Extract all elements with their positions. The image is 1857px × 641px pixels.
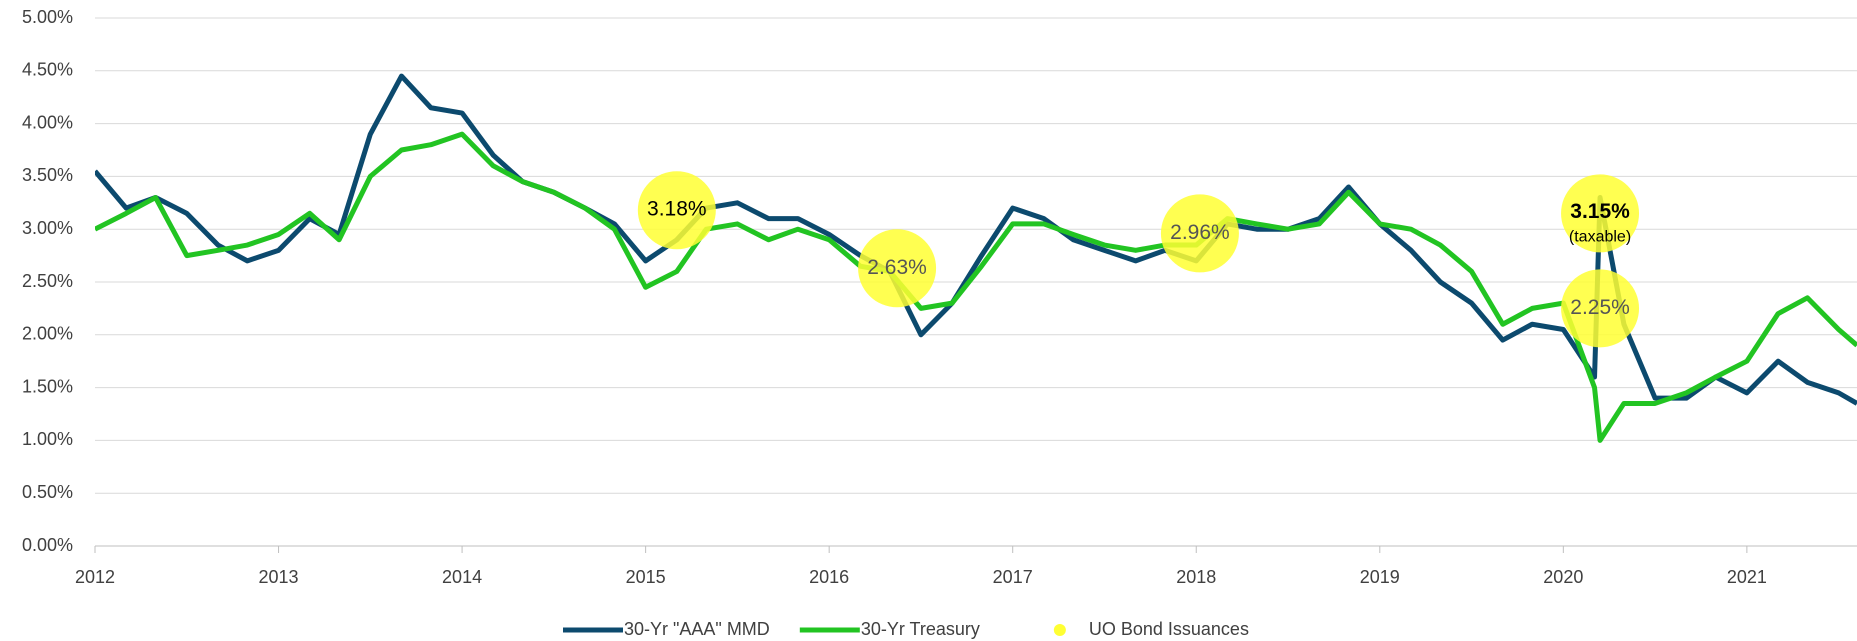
bubble-label: 3.18% (647, 198, 707, 221)
y-tick-label: 4.50% (22, 60, 73, 80)
y-tick-label: 0.50% (22, 482, 73, 502)
y-tick-label: 0.00% (22, 535, 73, 555)
bubble (637, 171, 716, 250)
y-tick-label: 4.00% (22, 112, 73, 132)
x-tick-label: 2017 (993, 567, 1033, 587)
y-tick-label: 2.00% (22, 324, 73, 344)
x-tick-label: 2016 (809, 567, 849, 587)
line-series (95, 131, 1857, 443)
x-tick-label: 2019 (1360, 567, 1400, 587)
legend-label: 30-Yr Treasury (861, 619, 980, 639)
bubble (1561, 174, 1640, 253)
bubble (1160, 194, 1239, 273)
legend-marker (1053, 624, 1066, 636)
y-tick-label: 1.50% (22, 376, 73, 396)
x-tick-label: 2013 (259, 567, 299, 587)
y-tick-label: 3.50% (22, 165, 73, 185)
legend-label: 30-Yr "AAA" MMD (624, 619, 770, 639)
x-tick-label: 2020 (1543, 567, 1583, 587)
bubble-label: 3.15% (1570, 200, 1630, 223)
x-tick-label: 2014 (442, 567, 482, 587)
bubble-label: 2.25% (1570, 296, 1630, 319)
annotation: (taxable) (1569, 229, 1631, 246)
bubble-label: 2.63% (867, 256, 927, 279)
bubble (1561, 269, 1640, 348)
y-tick-label: 1.00% (22, 429, 73, 449)
x-tick-label: 2015 (626, 567, 666, 587)
bubble-label: 2.96% (1170, 221, 1230, 244)
y-tick-label: 3.00% (22, 218, 73, 238)
x-tick-label: 2018 (1176, 567, 1216, 587)
bubble (858, 229, 937, 308)
legend-label: UO Bond Issuances (1089, 619, 1249, 639)
x-tick-label: 2021 (1727, 567, 1767, 587)
x-tick-label: 2012 (75, 567, 115, 587)
y-tick-label: 5.00% (22, 7, 73, 27)
y-tick-label: 2.50% (22, 271, 73, 291)
